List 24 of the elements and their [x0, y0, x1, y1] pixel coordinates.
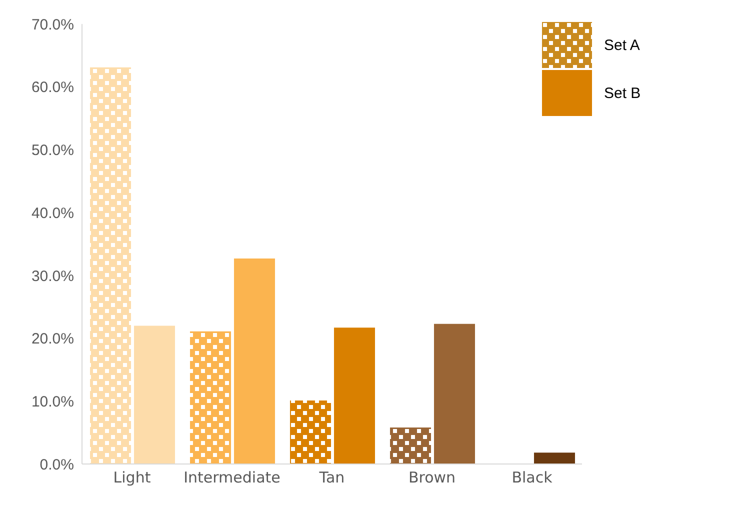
bar: [134, 326, 175, 464]
x-tick-label: Intermediate: [184, 468, 280, 487]
bar: [434, 324, 475, 464]
y-tick-label: 50.0%: [31, 142, 74, 160]
bar: [334, 328, 375, 464]
x-tick-label: Brown: [408, 468, 456, 487]
text: Set B: [604, 84, 641, 102]
y-tick-label: 70.0%: [31, 16, 74, 34]
y-tick-label: 0.0%: [40, 456, 74, 474]
x-tick-label: Tan: [318, 468, 345, 487]
y-tick-label: 60.0%: [31, 79, 74, 96]
bar: [534, 452, 575, 464]
bar: [90, 67, 131, 464]
y-tick-label: 40.0%: [31, 204, 74, 222]
bar: [290, 400, 331, 464]
text: Set A: [604, 36, 640, 54]
x-tick-label: Black: [512, 468, 553, 487]
y-tick-label: 30.0%: [31, 268, 74, 285]
x-tick-label: Light: [113, 468, 151, 487]
bar: [190, 331, 231, 464]
y-tick-label: 10.0%: [31, 393, 74, 410]
y-tick-label: 20.0%: [31, 330, 74, 348]
bar: [390, 428, 431, 464]
bar: [234, 258, 275, 464]
